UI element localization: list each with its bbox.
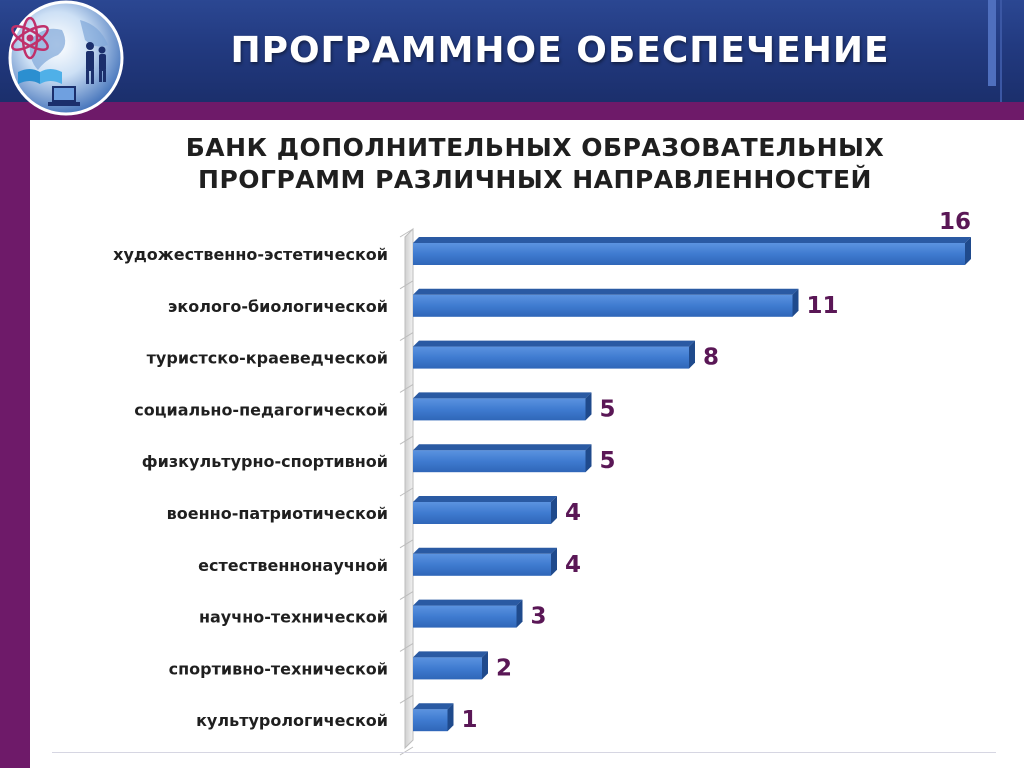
axis-tick [399, 280, 414, 290]
chart-axis-wall [404, 227, 414, 750]
purple-band [0, 102, 1024, 120]
axis-tick [399, 591, 414, 601]
header-accent-line [1000, 0, 1002, 102]
bar [413, 340, 695, 369]
axis-tick [399, 694, 414, 704]
value-label: 8 [703, 345, 719, 371]
category-label: культурологической [196, 711, 388, 730]
value-label: 16 [939, 209, 971, 235]
category-label: естественнонаучной [198, 556, 388, 575]
value-label: 4 [565, 500, 581, 526]
category-label: спортивно-технической [169, 659, 388, 678]
category-label: научно-технической [199, 608, 388, 627]
header-bar [0, 0, 1024, 102]
bar [413, 392, 592, 421]
chart-title-line-2: ПРОГРАММ РАЗЛИЧНЫХ НАПРАВЛЕННОСТЕЙ [198, 165, 872, 194]
axis-tick [399, 435, 414, 445]
bar [413, 651, 488, 680]
value-label: 5 [600, 396, 616, 422]
value-label: 5 [600, 448, 616, 474]
globe-atom-people-logo-icon [0, 0, 128, 118]
bar [413, 444, 592, 473]
category-label: эколого-биологической [168, 297, 388, 316]
category-label: военно-патриотической [167, 504, 388, 523]
slide-title: ПРОГРАММНОЕ ОБЕСПЕЧЕНИЕ [230, 30, 890, 71]
category-label: социально-педагогической [134, 400, 388, 419]
chart-title-line-1: БАНК ДОПОЛНИТЕЛЬНЫХ ОБРАЗОВАТЕЛЬНЫХ [185, 133, 885, 162]
bar [413, 547, 557, 576]
value-label: 4 [565, 552, 581, 578]
header-accent-bar [988, 0, 996, 86]
category-label: художественно-эстетической [113, 245, 388, 264]
chart-title: БАНК ДОПОЛНИТЕЛЬНЫХ ОБРАЗОВАТЕЛЬНЫХ ПРОГ… [110, 132, 960, 196]
value-label: 2 [496, 655, 512, 681]
axis-tick [399, 746, 414, 756]
bar [413, 599, 523, 628]
axis-tick [399, 487, 414, 497]
bar [413, 288, 799, 317]
axis-tick [399, 332, 414, 342]
category-label: туристско-краеведческой [147, 349, 388, 368]
footer-divider [52, 752, 996, 753]
axis-tick [399, 539, 414, 549]
bar [413, 703, 454, 732]
bar [413, 496, 557, 524]
category-label: физкультурно-спортивной [142, 452, 388, 471]
left-side-bar [0, 102, 30, 768]
axis-tick [399, 642, 414, 652]
axis-tick [399, 383, 414, 393]
bar [413, 237, 971, 265]
axis-tick [399, 228, 414, 238]
value-label: 1 [462, 707, 478, 733]
content-area [30, 120, 1024, 768]
value-label: 3 [531, 604, 547, 630]
value-label: 11 [807, 293, 839, 319]
